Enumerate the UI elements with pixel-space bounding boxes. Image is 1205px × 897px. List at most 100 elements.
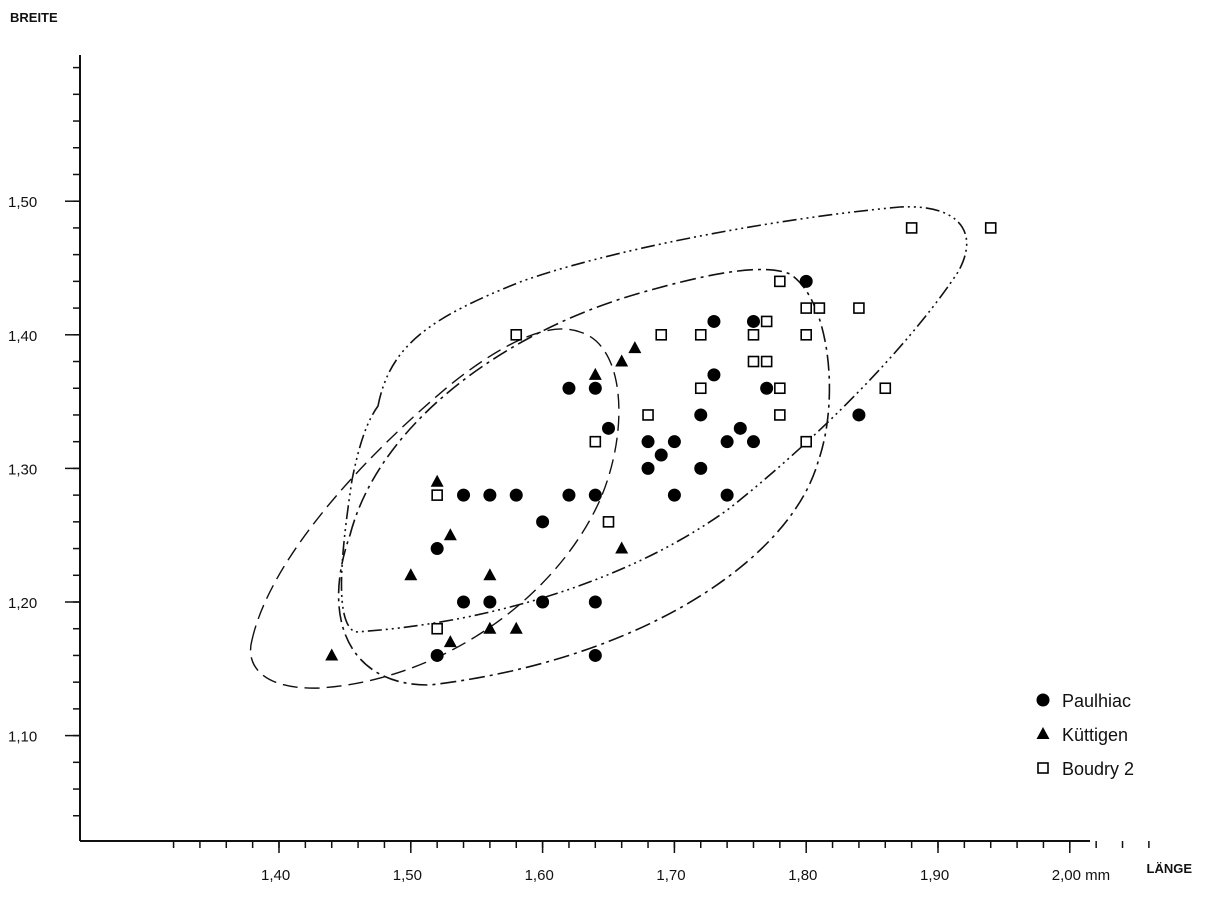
legend-label-paulhiac: Paulhiac: [1062, 691, 1131, 711]
data-point-kuttigen: [483, 621, 497, 634]
data-point-paulhiac: [720, 435, 734, 449]
data-point-kuttigen: [615, 354, 629, 367]
data-point-paulhiac: [536, 595, 550, 609]
x-tick-label: 1,90: [920, 867, 949, 884]
data-point-paulhiac: [562, 381, 576, 395]
data-point-kuttigen: [588, 367, 602, 380]
data-point-kuttigen: [628, 341, 642, 354]
data-point-boudry-2: [694, 328, 707, 341]
data-point-paulhiac: [654, 448, 668, 462]
data-point-boudry-2: [774, 382, 786, 395]
series-kuttigen: [325, 341, 642, 661]
data-point-boudry-2: [747, 355, 760, 368]
data-point-paulhiac: [694, 461, 708, 475]
data-point-boudry-2: [642, 409, 654, 421]
data-point-boudry-2: [879, 382, 892, 395]
data-point-paulhiac: [562, 488, 576, 502]
data-point-boudry-2: [800, 302, 813, 314]
legend-marker-kuttigen: [1036, 727, 1050, 739]
data-point-kuttigen: [404, 568, 418, 581]
data-point-paulhiac: [667, 488, 681, 502]
envelope-boudry-2: [340, 206, 968, 633]
legend-label-boudry-2: Boudry 2: [1062, 759, 1134, 779]
data-point-paulhiac: [707, 368, 721, 382]
data-point-boudry-2: [774, 275, 786, 288]
legend-label-kuttigen: Küttigen: [1062, 725, 1128, 745]
data-point-boudry-2: [655, 328, 668, 341]
data-point-paulhiac: [588, 488, 602, 502]
group-envelopes: [249, 206, 968, 689]
data-point-boudry-2: [984, 222, 997, 234]
group-axes: 1,40 1,50 1,60 1,70 1,80 1,90 2,00 mm 1,10 1,20 1…: [8, 10, 1192, 884]
data-point-paulhiac: [799, 274, 813, 288]
data-point-paulhiac: [588, 595, 602, 609]
data-point-boudry-2: [694, 382, 707, 395]
data-point-boudry-2: [905, 222, 918, 234]
data-point-boudry-2: [760, 315, 773, 328]
data-point-paulhiac: [588, 381, 602, 395]
x-tick-label: 1,40: [261, 867, 290, 884]
data-point-paulhiac: [483, 595, 497, 609]
data-point-boudry-2: [800, 435, 813, 448]
series-boudry-2: [431, 222, 997, 635]
series-paulhiac: [430, 274, 866, 662]
data-point-paulhiac: [430, 648, 444, 662]
data-point-kuttigen: [325, 648, 339, 661]
x-axis-title: LÄNGE: [1147, 861, 1193, 876]
data-point-paulhiac: [536, 515, 550, 529]
data-point-paulhiac: [483, 488, 497, 502]
legend-marker-boudry-2: [1037, 762, 1049, 774]
data-point-paulhiac: [457, 595, 471, 609]
data-point-paulhiac: [509, 488, 523, 502]
data-point-boudry-2: [800, 328, 813, 341]
y-tick-label: 1,30: [8, 461, 37, 478]
legend-item-boudry-2: Boudry 2: [1037, 759, 1134, 779]
data-point-paulhiac: [641, 435, 655, 449]
data-point-kuttigen: [509, 621, 523, 634]
data-point-boudry-2: [760, 355, 773, 368]
legend-item-kuttigen: Küttigen: [1036, 725, 1128, 745]
y-tick-label: 1,10: [8, 729, 37, 746]
data-point-paulhiac: [720, 488, 734, 502]
legend-marker-paulhiac: [1036, 693, 1050, 707]
x-tick-label: 2,00 mm: [1052, 867, 1110, 884]
data-point-paulhiac: [746, 435, 760, 449]
envelope-kuttigen: [249, 328, 620, 689]
data-point-kuttigen: [430, 474, 444, 487]
data-point-paulhiac: [733, 421, 747, 435]
y-tick-label: 1,20: [8, 595, 37, 612]
data-point-kuttigen: [443, 528, 457, 541]
data-point-boudry-2: [774, 409, 786, 421]
y-tick-label: 1,40: [8, 328, 37, 345]
group-legend: Paulhiac Küttigen Boudry 2: [1036, 691, 1134, 779]
data-point-boudry-2: [510, 328, 523, 341]
data-point-boudry-2: [747, 328, 760, 341]
group-points: [325, 222, 997, 662]
data-point-paulhiac: [746, 314, 760, 328]
data-point-paulhiac: [588, 648, 602, 662]
data-point-kuttigen: [483, 568, 497, 581]
data-point-boudry-2: [431, 622, 443, 635]
x-tick-label: 1,70: [656, 867, 685, 884]
x-tick-label: 1,80: [788, 867, 817, 884]
legend-item-paulhiac: Paulhiac: [1036, 691, 1131, 711]
data-point-boudry-2: [853, 302, 865, 314]
x-tick-label: 1,60: [525, 867, 554, 884]
data-point-boudry-2: [813, 302, 826, 314]
data-point-kuttigen: [443, 635, 457, 648]
x-tick-label: 1,50: [393, 867, 422, 884]
data-point-paulhiac: [641, 461, 655, 475]
data-point-paulhiac: [457, 488, 471, 502]
y-tick-label: 1,50: [8, 194, 37, 211]
y-axis-title: BREITE: [10, 10, 58, 25]
data-point-paulhiac: [667, 435, 681, 449]
data-point-paulhiac: [760, 381, 774, 395]
data-point-paulhiac: [430, 542, 444, 556]
data-point-boudry-2: [431, 489, 443, 501]
data-point-paulhiac: [707, 314, 721, 328]
data-point-kuttigen: [615, 541, 629, 554]
data-point-boudry-2: [602, 516, 615, 528]
data-point-boudry-2: [589, 435, 602, 448]
data-point-paulhiac: [852, 408, 866, 422]
